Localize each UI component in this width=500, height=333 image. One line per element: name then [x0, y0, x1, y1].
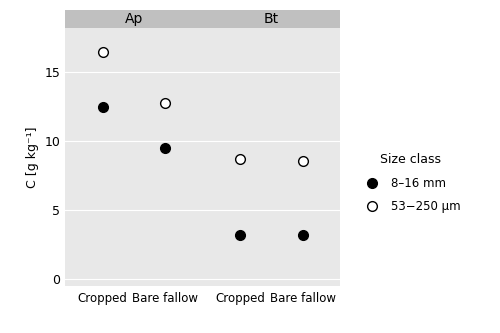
Y-axis label: C [g kg⁻¹]: C [g kg⁻¹] [26, 127, 38, 188]
Point [236, 157, 244, 162]
Text: Bt: Bt [264, 12, 279, 26]
Point [298, 158, 306, 164]
Point [236, 233, 244, 238]
Point [161, 146, 169, 151]
Point [98, 49, 106, 54]
Legend: 8–16 mm, 53−250 μm: 8–16 mm, 53−250 μm [351, 144, 470, 223]
Text: Ap: Ap [124, 12, 143, 26]
Point [161, 100, 169, 105]
Point [98, 104, 106, 110]
Point [298, 233, 306, 238]
